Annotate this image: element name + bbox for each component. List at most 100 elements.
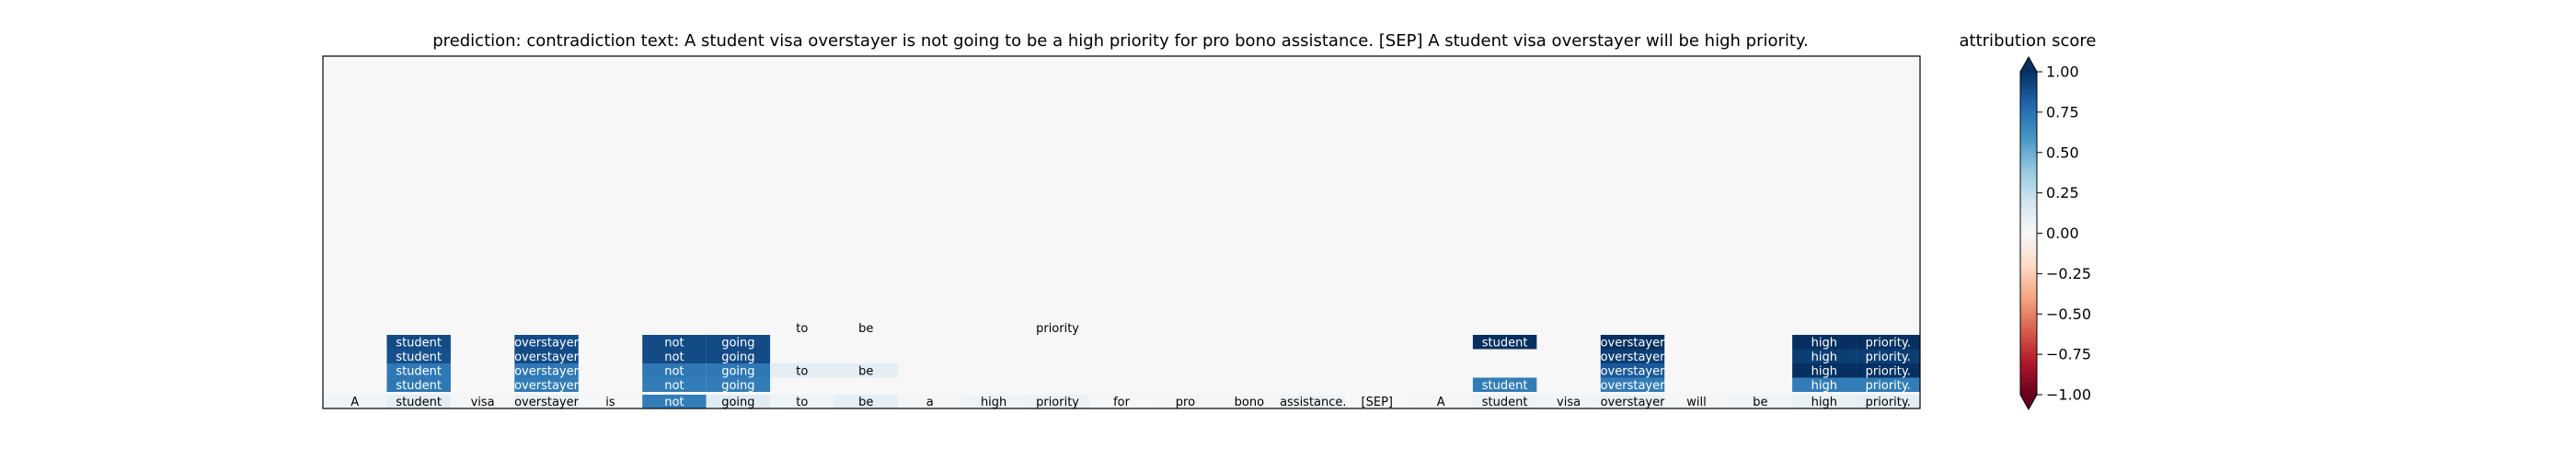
token-8-cell (834, 395, 898, 408)
token-6-cell (706, 395, 771, 408)
stack-row-2-token-3-cell (514, 349, 579, 363)
stack-row-3-token-5-label: not (664, 336, 684, 350)
colorbar-tick-label: 0.00 (2046, 224, 2079, 242)
token-15-label: assistance. (1280, 396, 1346, 409)
stack-row-4-token-11-cell (1025, 320, 1090, 335)
chart-title: prediction: contradiction text: A studen… (432, 31, 1809, 51)
token-18-cell (1472, 395, 1537, 408)
stack-row-4-token-7-cell (770, 320, 834, 335)
colorbar-gradient (2020, 72, 2037, 395)
stack-row-2-token-23-label: high (1811, 351, 1837, 364)
stack-row-3-token-1-label: student (396, 336, 442, 350)
token-23-cell (1792, 395, 1857, 408)
stack-row-1-token-6-cell (706, 363, 771, 378)
token-9-cell (897, 395, 962, 408)
stack-row-3-token-3-cell (514, 335, 579, 350)
token-14-cell (1217, 395, 1282, 408)
token-10-cell (961, 395, 1026, 408)
stack-row-1-token-24-label: priority. (1866, 364, 1911, 378)
stack-row-2-token-20-cell (1600, 349, 1665, 363)
colorbar-tick-label: 1.00 (2046, 63, 2079, 81)
colorbar-ticks: 1.00 0.75 0.50 0.25 0.00 −0.25 −0.50 −0.75 −1.00 (2037, 63, 2091, 404)
stack-row-2-token-23-cell (1792, 349, 1857, 363)
stack-row-0-token-1-label: student (396, 379, 442, 393)
stack-row-0-token-20-label: overstayer (1601, 379, 1666, 393)
token-12-label: for (1113, 396, 1131, 409)
colorbar-max-extension (2020, 57, 2037, 72)
token-7-label: to (796, 396, 808, 409)
token-20-label: overstayer (1601, 396, 1666, 409)
stack-row-1-token-3-label: overstayer (514, 364, 580, 378)
stack-row-4-token-7-label: to (796, 322, 808, 336)
stack-row-3-token-5-cell (642, 335, 707, 350)
colorbar-label: attribution score (1960, 31, 2097, 51)
token-1-cell (386, 395, 451, 408)
stack-row-3-token-18-cell (1472, 335, 1537, 350)
stack-row-0-token-18-cell (1472, 377, 1537, 392)
stack-row-1-token-5-label: not (664, 364, 684, 378)
stack-row-1-token-24-cell (1856, 363, 1920, 378)
token-6-label: going (721, 396, 754, 409)
colorbar-tick-label: −0.50 (2046, 305, 2091, 323)
stack-row-3-token-23-cell (1792, 335, 1857, 350)
colorbar-min-extension (2020, 395, 2037, 409)
plot-frame (322, 55, 1921, 409)
token-5-cell (642, 395, 707, 408)
colorbar-tick-label: 0.50 (2046, 144, 2079, 161)
stack-row-2-token-6-cell (706, 349, 771, 363)
stack-row-4-token-11-label: priority (1036, 322, 1079, 336)
stack-row-1-token-8-label: be (858, 364, 873, 378)
colorbar-tick-label: −0.75 (2046, 346, 2091, 363)
stack-row-3-token-1-cell (386, 335, 451, 350)
stack-row-0-token-20-cell (1600, 377, 1665, 392)
stack-row-1-token-7-cell (770, 363, 834, 378)
token-24-label: priority. (1866, 396, 1911, 409)
token-4-label: is (605, 396, 615, 409)
token-3-label: overstayer (514, 396, 580, 409)
token-5-label: not (664, 396, 684, 409)
stack-row-0-token-23-cell (1792, 377, 1857, 392)
stack-row-2-token-24-label: priority. (1866, 351, 1911, 364)
token-7-cell (770, 395, 834, 408)
token-2-cell (450, 395, 515, 408)
stack-row-0-token-6-label: going (721, 379, 754, 393)
token-17-cell (1409, 395, 1473, 408)
colorbar: 1.00 0.75 0.50 0.25 0.00 −0.25 −0.50 −0.75 −1.00 (2019, 55, 2091, 411)
token-22-cell (1728, 395, 1793, 408)
stack-row-2-token-3-label: overstayer (514, 351, 580, 364)
stack-row-1-token-1-label: student (396, 364, 442, 378)
stack-row-1-token-3-cell (514, 363, 579, 378)
stack-row-0-token-24-label: priority. (1866, 379, 1911, 393)
stack-row-3-token-6-cell (706, 335, 771, 350)
token-18-label: student (1482, 396, 1528, 409)
stack-row-2-token-5-label: not (664, 351, 684, 364)
token-21-cell (1664, 395, 1729, 408)
token-9-label: a (926, 396, 934, 409)
stack-row-1-token-6-label: going (721, 364, 754, 378)
stack-row-1-token-8-cell (834, 363, 898, 378)
token-17-label: A (1437, 396, 1445, 409)
stack-row-4-token-8-cell (834, 320, 898, 335)
stack-row-2-token-24-cell (1856, 349, 1920, 363)
token-0-cell (323, 395, 387, 408)
stack-row-0-token-24-cell (1856, 377, 1920, 392)
stack-row-1-token-20-label: overstayer (1601, 364, 1666, 378)
colorbar-tick-label: 0.25 (2046, 184, 2079, 201)
stack-row-2-token-1-cell (386, 349, 451, 363)
stack-row-1-token-7-label: to (796, 364, 808, 378)
token-22-label: be (1753, 396, 1767, 409)
stack-row-3-token-20-cell (1600, 335, 1665, 350)
stack-row-2-token-20-label: overstayer (1601, 351, 1666, 364)
stack-row-2-token-6-label: going (721, 351, 754, 364)
stack-row-2-token-5-cell (642, 349, 707, 363)
stack-row-4-token-8-label: be (858, 322, 873, 336)
token-10-label: high (981, 396, 1006, 409)
stack-row-0-token-6-cell (706, 377, 771, 392)
token-23-label: high (1811, 396, 1837, 409)
stack-row-3-token-20-label: overstayer (1601, 336, 1666, 350)
stack-row-1-token-20-cell (1600, 363, 1665, 378)
token-1-label: student (396, 396, 442, 409)
stack-row-0-token-3-cell (514, 377, 579, 392)
